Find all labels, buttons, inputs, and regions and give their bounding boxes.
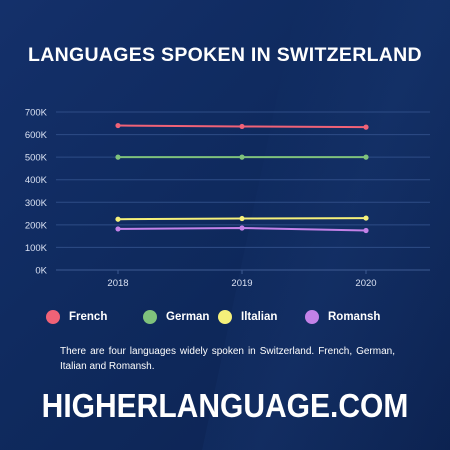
data-point-romansh	[363, 227, 369, 234]
legend-label-italian: Iltalian	[241, 311, 278, 323]
legend-label-german: German	[166, 311, 210, 323]
chart-grid	[56, 111, 430, 271]
data-point-iltalian	[363, 215, 369, 221]
y-tick-label: 700K	[25, 108, 48, 119]
chart-series	[115, 122, 369, 234]
y-tick-label: 0K	[35, 266, 47, 277]
legend-swatch-romansh	[305, 310, 319, 324]
legend-swatch-german	[143, 310, 157, 324]
y-axis-ticks: 0K 100K 200K 300K 400K 500K 600K 700K	[25, 108, 48, 277]
legend-swatch-french	[46, 310, 60, 324]
x-tick-label: 2019	[231, 278, 252, 289]
x-tick-label: 2018	[107, 278, 128, 289]
x-axis-ticks: 2018 2019 2020	[107, 270, 377, 289]
data-point-romansh	[239, 225, 245, 231]
data-point-french	[363, 124, 369, 130]
data-point-german	[239, 154, 245, 160]
legend-label-french: French	[69, 311, 108, 323]
legend-swatch-italian	[218, 310, 232, 324]
data-point-german	[115, 154, 121, 160]
y-tick-label: 600K	[25, 130, 48, 141]
y-tick-label: 300K	[25, 198, 48, 209]
page-title: LANGUAGES SPOKEN IN SWITZERLAND	[28, 44, 422, 66]
site-url-footer: HIGHERLANGUAGE.COM	[41, 387, 409, 425]
legend-item-german: German	[143, 306, 209, 328]
data-point-german	[363, 154, 369, 160]
legend-item-romansh: Romansh	[305, 306, 380, 328]
data-point-iltalian	[239, 215, 245, 222]
data-point-romansh	[115, 226, 121, 232]
y-tick-label: 500K	[25, 153, 48, 164]
legend-item-italian: Iltalian	[218, 306, 277, 328]
description-text: There are four languages widely spoken i…	[60, 346, 395, 372]
x-tick-label: 2020	[355, 278, 376, 289]
legend-label-romansh: Romansh	[328, 311, 381, 323]
data-point-french	[115, 122, 121, 129]
legend-item-french: French	[46, 306, 107, 328]
y-tick-label: 100K	[25, 243, 48, 254]
y-tick-label: 200K	[25, 220, 48, 231]
data-point-french	[239, 123, 245, 130]
chart-legend: French German Iltalian Romansh	[0, 306, 450, 328]
y-tick-label: 400K	[25, 175, 48, 186]
data-point-iltalian	[115, 216, 121, 222]
